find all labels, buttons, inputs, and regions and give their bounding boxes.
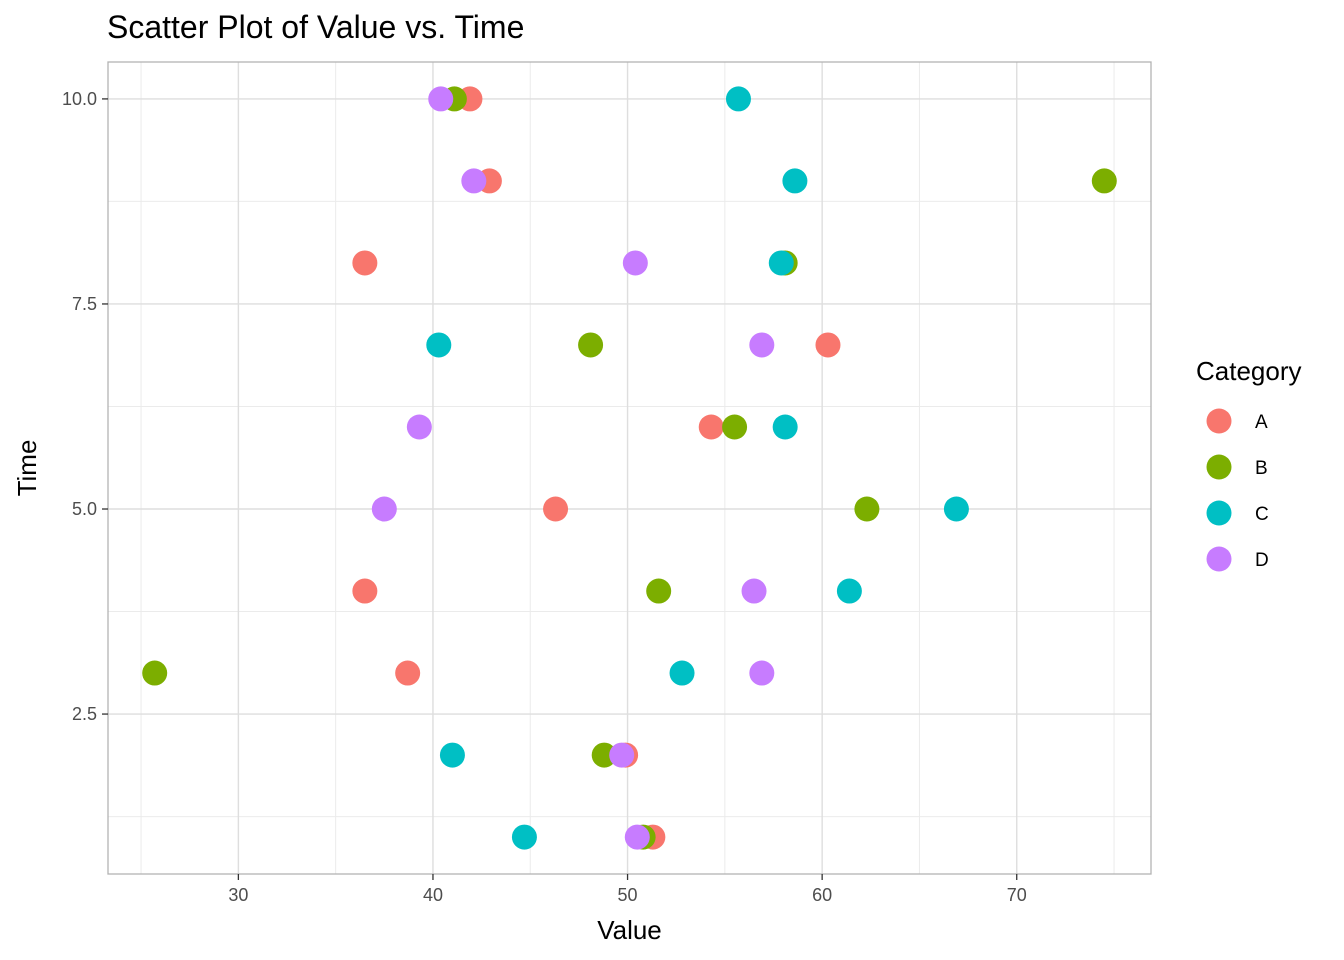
- data-points: [142, 86, 1117, 850]
- x-tick-label: 40: [423, 885, 443, 905]
- point-c: [725, 86, 751, 112]
- legend-label-c: C: [1255, 504, 1269, 525]
- point-c: [768, 250, 794, 276]
- point-d: [428, 86, 454, 112]
- x-tick-label: 50: [618, 885, 638, 905]
- point-c: [836, 578, 862, 604]
- legend-key-a: [1206, 408, 1232, 434]
- x-axis-ticks: 30 40 50 60 70: [228, 874, 1027, 905]
- y-tick-label: 10.0: [62, 89, 97, 109]
- chart-title: Scatter Plot of Value vs. Time: [107, 9, 524, 45]
- point-b: [591, 742, 617, 768]
- major-gridlines: [108, 62, 1151, 874]
- point-c: [439, 742, 465, 768]
- point-c: [943, 496, 969, 522]
- x-tick-label: 30: [228, 885, 248, 905]
- point-a: [352, 250, 378, 276]
- y-axis-ticks: 2.5 5.0 7.5 10.0: [62, 89, 108, 724]
- y-tick-label: 7.5: [72, 294, 97, 314]
- point-b: [646, 578, 672, 604]
- point-a: [352, 578, 378, 604]
- point-a: [698, 414, 724, 440]
- legend-label-a: A: [1255, 412, 1268, 433]
- legend-key-b: [1206, 454, 1232, 480]
- legend-label-b: B: [1255, 458, 1268, 479]
- x-tick-label: 60: [812, 885, 832, 905]
- point-c: [669, 660, 695, 686]
- point-c: [782, 168, 808, 194]
- point-b: [854, 496, 880, 522]
- legend-key-d: [1206, 546, 1232, 572]
- point-a: [395, 660, 421, 686]
- y-tick-label: 5.0: [72, 499, 97, 519]
- point-c: [772, 414, 798, 440]
- point-d: [461, 168, 487, 194]
- point-d: [749, 332, 775, 358]
- legend-label-d: D: [1255, 550, 1269, 571]
- point-d: [371, 496, 397, 522]
- y-tick-label: 2.5: [72, 704, 97, 724]
- point-a: [543, 496, 569, 522]
- point-a: [815, 332, 841, 358]
- point-d: [749, 660, 775, 686]
- point-b: [142, 660, 168, 686]
- point-c: [426, 332, 452, 358]
- point-b: [578, 332, 604, 358]
- legend-title: Category: [1196, 356, 1302, 386]
- point-b: [1091, 168, 1117, 194]
- y-axis-title: Time: [12, 440, 42, 497]
- point-b: [722, 414, 748, 440]
- point-d: [624, 824, 650, 850]
- x-tick-label: 70: [1007, 885, 1027, 905]
- legend: Category A B C D: [1196, 356, 1302, 572]
- plot-panel-border: [107, 61, 1152, 875]
- minor-gridlines: [108, 62, 1151, 874]
- point-d: [622, 250, 648, 276]
- point-c: [511, 824, 537, 850]
- point-d: [741, 578, 767, 604]
- legend-key-c: [1206, 500, 1232, 526]
- point-d: [406, 414, 432, 440]
- x-axis-title: Value: [597, 915, 662, 945]
- point-d: [609, 742, 635, 768]
